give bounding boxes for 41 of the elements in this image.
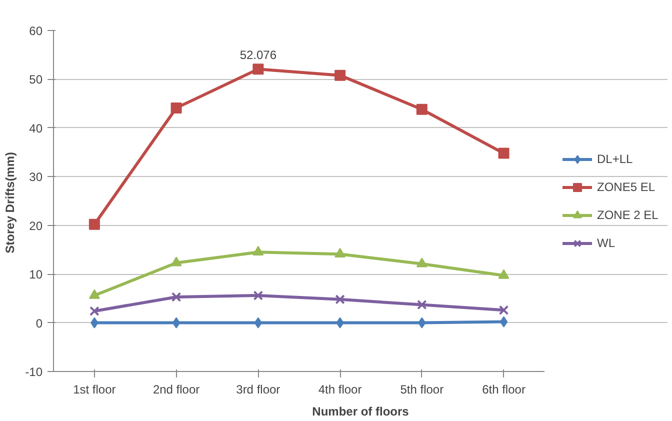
legend-label: WL xyxy=(597,236,616,250)
x-tick-label: 3rd floor xyxy=(236,382,280,396)
point xyxy=(88,218,100,230)
point xyxy=(252,64,264,75)
point xyxy=(90,306,100,316)
y-axis-title: Storey Drifts(mm) xyxy=(3,152,18,254)
data-label: 52.076 xyxy=(240,48,277,62)
y-tick-label: -10 xyxy=(25,365,43,379)
y-tick-label: 40 xyxy=(29,121,43,136)
point xyxy=(171,292,182,302)
x-tick-label: 1st floor xyxy=(73,382,116,396)
point xyxy=(500,316,508,328)
x-tick-label: 5th floor xyxy=(400,382,444,396)
point xyxy=(416,258,428,268)
y-tick-label: 60 xyxy=(29,24,43,38)
point xyxy=(252,246,264,256)
point xyxy=(335,294,345,304)
point xyxy=(334,70,346,81)
legend-label: ZONE 2 EL xyxy=(597,208,660,222)
x-axis-title: Number of floors xyxy=(312,404,410,418)
x-tick-label: 4th floor xyxy=(318,382,362,396)
x-tick-label: 6th floor xyxy=(482,382,526,396)
y-tick-label: 50 xyxy=(29,72,43,87)
point xyxy=(170,256,182,266)
x-tick-label: 2nd floor xyxy=(152,382,200,396)
y-tick-label: 30 xyxy=(29,170,43,184)
y-tick-label: 20 xyxy=(29,218,43,233)
point xyxy=(417,300,427,310)
point xyxy=(498,269,510,279)
y-tick-label: 10 xyxy=(29,268,43,282)
point xyxy=(498,305,509,316)
point xyxy=(498,148,510,159)
legend-label: DL+LL xyxy=(597,152,634,166)
point xyxy=(253,290,264,300)
legend-label: ZONE5 EL xyxy=(597,180,656,194)
point xyxy=(170,102,182,114)
point xyxy=(416,104,428,115)
y-tick-label: 0 xyxy=(36,316,43,330)
point xyxy=(88,289,100,299)
point xyxy=(172,317,180,328)
point xyxy=(334,248,346,258)
